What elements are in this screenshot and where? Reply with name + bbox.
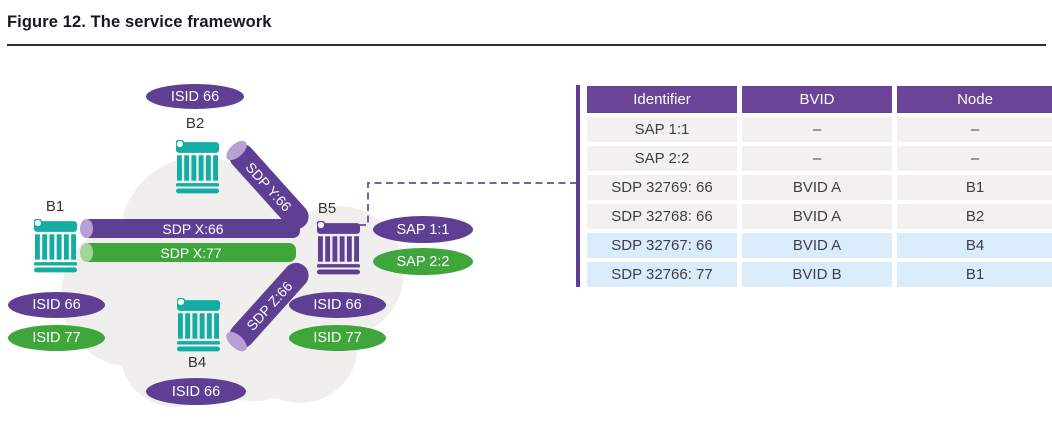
isid-77-badge-mid: ISID 77 xyxy=(289,325,386,351)
title-divider xyxy=(7,44,1046,46)
node-b1-icon xyxy=(34,219,77,273)
table-cell: SAP 1:1 xyxy=(587,117,737,142)
sdp-x77-pill: SDP X:77 xyxy=(80,243,296,262)
isid-66-badge-bottom: ISID 66 xyxy=(146,378,246,405)
table-cell: – xyxy=(897,146,1052,171)
table-cell-highlighted: BVID A xyxy=(742,233,892,258)
sdp-x66-pill: SDP X:66 xyxy=(80,219,300,238)
node-b1-label: B1 xyxy=(45,198,65,215)
network-cloud xyxy=(61,157,404,407)
table-header-identifier: Identifier xyxy=(587,86,737,113)
node-b4-icon xyxy=(177,298,220,352)
table-cell: SAP 2:2 xyxy=(587,146,737,171)
service-table: Identifier BVID Node SAP 1:1 – – SAP 2:2… xyxy=(587,86,1052,287)
pill-end-cap xyxy=(80,243,93,262)
isid-66-badge-top: ISID 66 xyxy=(146,84,244,109)
table-cell-highlighted: B4 xyxy=(897,233,1052,258)
sdp-x77-label: SDP X:77 xyxy=(160,244,222,261)
table-cell: SDP 32769: 66 xyxy=(587,175,737,200)
table-header-node: Node xyxy=(897,86,1052,113)
table-header-bvid: BVID xyxy=(742,86,892,113)
node-b2-icon xyxy=(176,140,219,194)
table-cell: BVID A xyxy=(742,204,892,229)
node-b5-label: B5 xyxy=(317,200,337,217)
isid-66-badge-left: ISID 66 xyxy=(8,292,105,318)
table-cell: SDP 32768: 66 xyxy=(587,204,737,229)
table-cell-highlighted: BVID B xyxy=(742,262,892,287)
sap-2-2-badge: SAP 2:2 xyxy=(373,248,473,275)
node-b4-label: B4 xyxy=(187,354,207,371)
table-cell: B2 xyxy=(897,204,1052,229)
sdp-x66-label: SDP X:66 xyxy=(162,220,224,237)
table-cell: – xyxy=(742,117,892,142)
table-cell: BVID A xyxy=(742,175,892,200)
pill-end-cap xyxy=(80,219,93,238)
table-cell-highlighted: SDP 32766: 77 xyxy=(587,262,737,287)
table-cell-highlighted: B1 xyxy=(897,262,1052,287)
table-cell: B1 xyxy=(897,175,1052,200)
sap-1-1-badge: SAP 1:1 xyxy=(373,216,473,243)
node-b5-icon xyxy=(317,221,360,275)
table-cell: – xyxy=(897,117,1052,142)
dashed-connector-line xyxy=(359,182,577,226)
table-cell-highlighted: SDP 32767: 66 xyxy=(587,233,737,258)
table-accent-bar xyxy=(576,85,580,287)
node-b2-label: B2 xyxy=(185,115,205,132)
table-cell: – xyxy=(742,146,892,171)
isid-77-badge-left: ISID 77 xyxy=(8,325,105,351)
figure-title: Figure 12. The service framework xyxy=(7,13,272,31)
isid-66-badge-mid: ISID 66 xyxy=(289,292,386,318)
